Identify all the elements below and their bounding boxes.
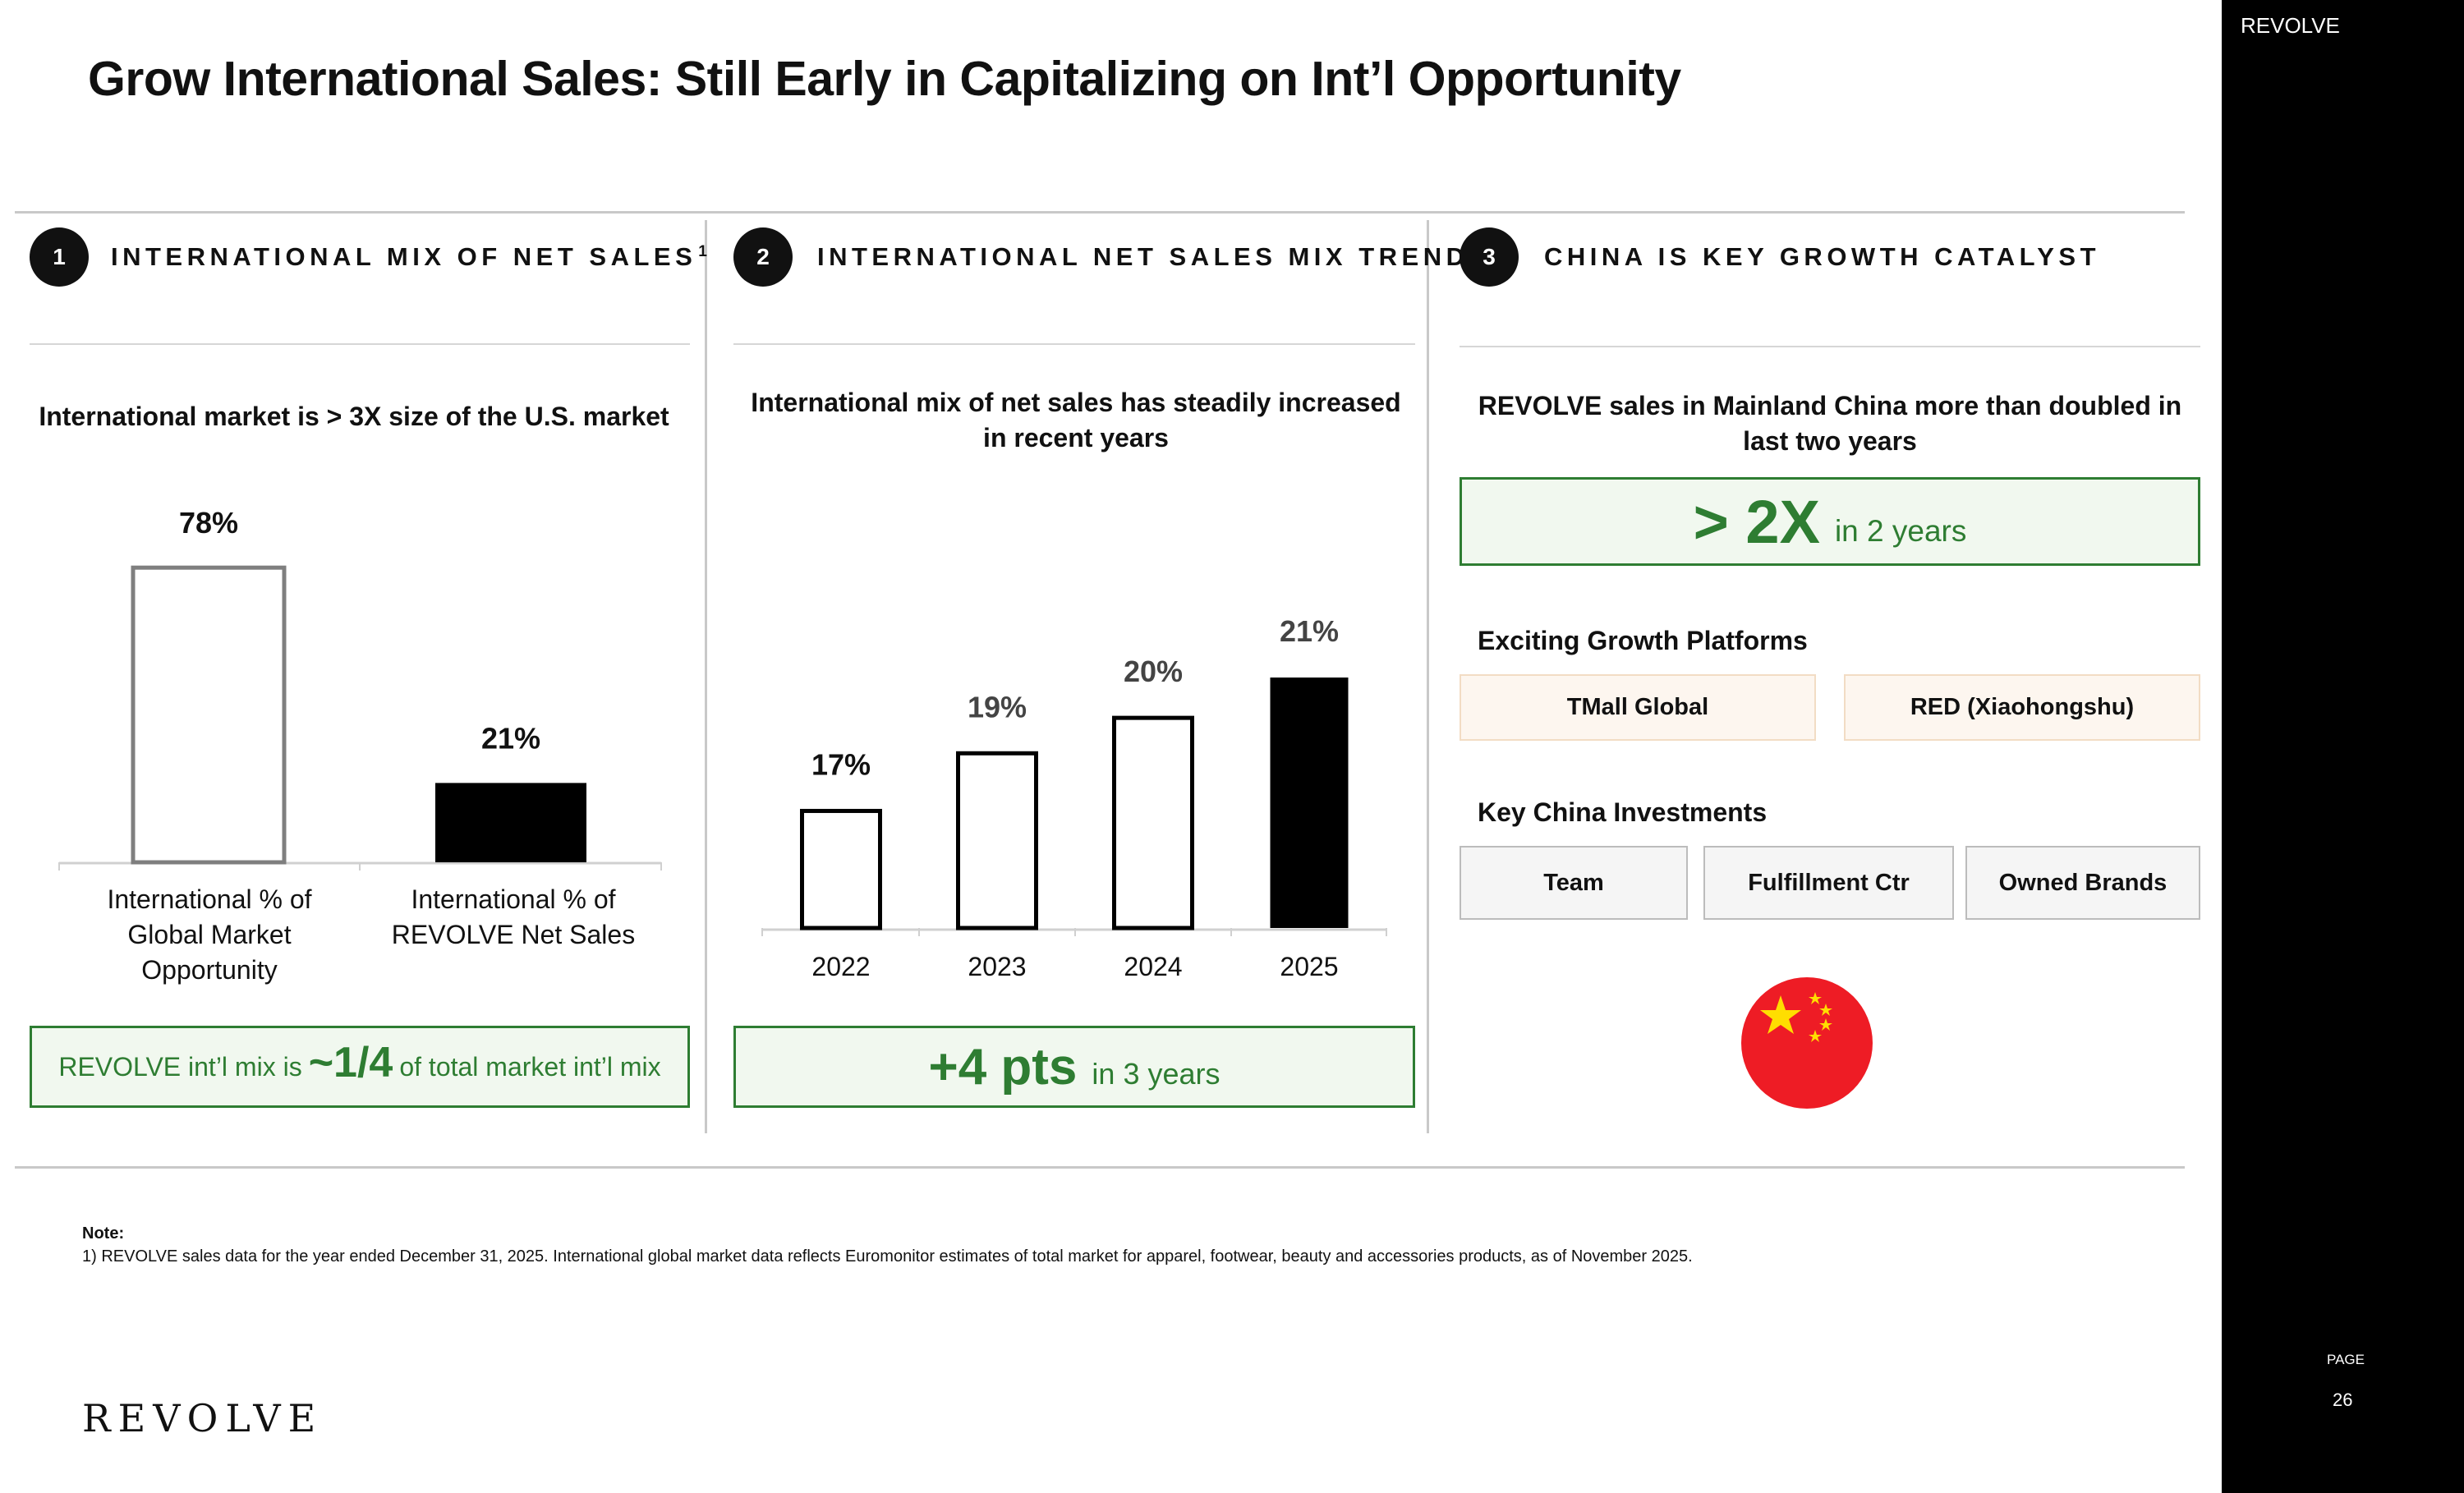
- sidebar-brand: REVOLVE: [2241, 13, 2340, 38]
- section-3-number: 3: [1460, 227, 1519, 287]
- section-2-number: 2: [733, 227, 793, 287]
- page-title: Grow International Sales: Still Early in…: [88, 52, 1681, 106]
- note-text: 1) REVOLVE sales data for the year ended…: [82, 1247, 1693, 1266]
- callout-3-suffix: in 2 years: [1834, 514, 1967, 548]
- callout-2-emphasis: +4 pts: [928, 1038, 1078, 1096]
- page-label: PAGE: [2327, 1352, 2365, 1367]
- chart1-data-label: 78%: [179, 506, 238, 540]
- chart1-bar: [435, 783, 586, 862]
- chart2-data-label: 17%: [811, 747, 871, 781]
- note-label: Note:: [82, 1224, 125, 1243]
- section-1-subtitle: International market is > 3X size of the…: [39, 402, 669, 431]
- section-1-heading: INTERNATIONAL MIX OF NET SALES 1: [111, 242, 707, 272]
- investments-heading: Key China Investments: [1478, 797, 1768, 827]
- investment-team: Team: [1460, 846, 1688, 920]
- callout-1-emphasis: ~1/4: [308, 1039, 393, 1086]
- footnote-marker: 1: [698, 242, 707, 260]
- section-3-callout: > 2X in 2 years: [1460, 477, 2200, 566]
- platforms-heading: Exciting Growth Platforms: [1478, 626, 1808, 655]
- chart2-data-label: 21%: [1280, 614, 1339, 648]
- chart2-bar: [956, 751, 1038, 930]
- chart2-category-label: 2023: [968, 952, 1026, 981]
- chart1-category-1: International % of Global Market Opportu…: [107, 884, 312, 985]
- section-1-heading-text: INTERNATIONAL MIX OF NET SALES: [111, 242, 697, 271]
- platform-tmall: TMall Global: [1460, 674, 1816, 741]
- sidebar: [2222, 0, 2464, 1493]
- page-number: 26: [2333, 1390, 2353, 1410]
- chart2-bar: [1270, 678, 1349, 928]
- section-1-rule: [30, 343, 690, 345]
- chart1-bar: [131, 565, 287, 865]
- section-2-callout: +4 pts in 3 years: [733, 1026, 1415, 1108]
- chart2-category-label: 2022: [811, 952, 870, 981]
- section-2-rule: [733, 343, 1415, 345]
- callout-1-suffix: of total market int’l mix: [399, 1051, 661, 1082]
- callout-2-suffix: in 3 years: [1092, 1057, 1221, 1091]
- callout-3-emphasis: > 2X: [1693, 487, 1820, 556]
- chart2-data-label: 20%: [1124, 655, 1183, 688]
- investment-fulfillment: Fulfillment Ctr: [1703, 846, 1954, 920]
- section-2-subtitle: International mix of net sales has stead…: [751, 388, 1401, 453]
- platform-red: RED (Xiaohongshu): [1844, 674, 2200, 741]
- chart2-bar: [1112, 715, 1194, 930]
- intl-mix-trend-chart: 17% 2022 19% 2023 20% 2024 21% 2025: [761, 614, 1387, 981]
- revolve-logo: REVOLVE: [82, 1396, 324, 1440]
- section-1-callout: REVOLVE int’l mix is ~1/4 of total marke…: [30, 1026, 690, 1108]
- chart1-data-label: 21%: [481, 721, 540, 755]
- section-3-subtitle: REVOLVE sales in Mainland China more tha…: [1478, 391, 2182, 457]
- chart2-bar: [800, 808, 882, 930]
- column-divider-2: [1427, 220, 1429, 1133]
- callout-1-prefix: REVOLVE int’l mix is: [58, 1051, 302, 1082]
- chart2-category-label: 2024: [1124, 952, 1182, 981]
- chart2-category-label: 2025: [1280, 952, 1338, 981]
- section-2-heading: INTERNATIONAL NET SALES MIX TREND: [817, 242, 1469, 271]
- section-3-heading: CHINA IS KEY GROWTH CATALYST: [1544, 242, 2101, 271]
- bottom-divider: [15, 1166, 2185, 1169]
- section-3-rule: [1460, 346, 2200, 347]
- market-mix-chart: 78% 21%: [58, 506, 662, 871]
- section-1-number: 1: [30, 227, 89, 287]
- top-divider: [15, 211, 2185, 214]
- investment-owned-brands: Owned Brands: [1965, 846, 2200, 920]
- chart1-category-2: International % of REVOLVE Net Sales: [391, 884, 636, 950]
- china-flag-icon: [1741, 977, 1873, 1109]
- column-divider-1: [705, 220, 707, 1133]
- chart2-data-label: 19%: [968, 690, 1027, 724]
